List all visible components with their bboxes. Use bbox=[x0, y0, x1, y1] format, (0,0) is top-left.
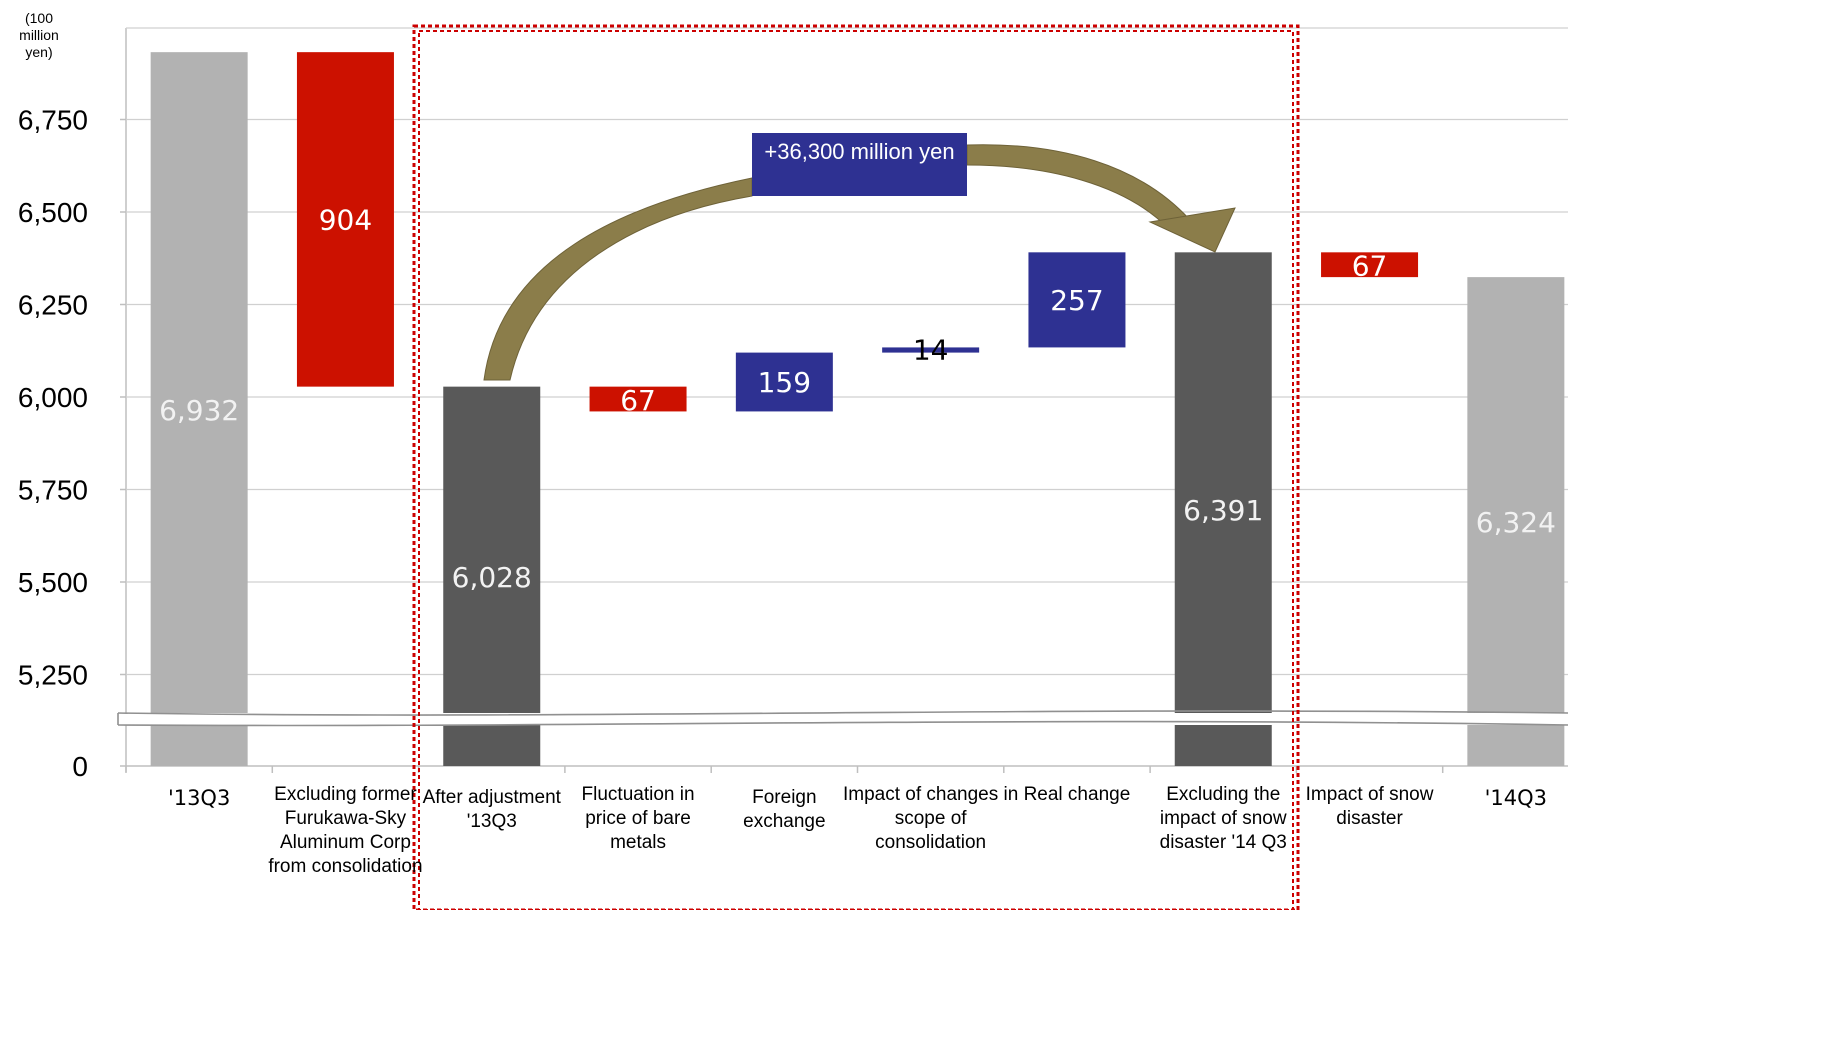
bar-label-9: 67 bbox=[1352, 250, 1388, 283]
arrow-body bbox=[966, 144, 1191, 229]
bar-label-2: 904 bbox=[319, 203, 372, 236]
x-category-label-6: Impact of changes in scope of consolidat… bbox=[842, 784, 1019, 853]
x-category-label-9: Impact of snow disaster bbox=[1305, 784, 1434, 829]
x-category-label-7: Real change bbox=[1023, 784, 1131, 805]
y-axis-ticks: 0 5,250 5,500 5,750 6,000 6,250 6,500 6,750 bbox=[18, 105, 88, 783]
bar-label-6: 14 bbox=[913, 333, 949, 366]
bar-10 bbox=[1467, 277, 1565, 766]
y-tick-label: 5,750 bbox=[18, 475, 88, 506]
callout-change-amount: +36,300 million yen bbox=[752, 133, 967, 196]
bar-label-3: 6,028 bbox=[452, 561, 532, 594]
bar-2 bbox=[296, 52, 394, 387]
bar-label-4: 67 bbox=[620, 384, 656, 417]
curved-arrow bbox=[483, 144, 1236, 381]
y-tick-label: 6,000 bbox=[18, 382, 88, 413]
bar-3 bbox=[443, 386, 541, 766]
bar-4 bbox=[589, 386, 687, 412]
bar-7 bbox=[1028, 252, 1126, 348]
y-tick-label: 0 bbox=[72, 751, 88, 782]
waterfall-chart: 6,932 904 6,028 67 159 14 257 6,391 67 6,324 0 5,2… bbox=[18, 24, 1568, 910]
y-tick-label: 6,500 bbox=[18, 197, 88, 228]
y-axis-unit-label: (100 million yen) bbox=[19, 10, 59, 60]
dashed-box-outer bbox=[412, 24, 1300, 910]
bar-8 bbox=[1174, 252, 1272, 766]
x-category-label-8: Excluding the impact of snow disaster '1… bbox=[1159, 784, 1287, 853]
y-tick-label: 5,250 bbox=[18, 660, 88, 691]
arrow-head bbox=[1148, 207, 1236, 253]
x-category-label-4: Fluctuation in price of bare metals bbox=[581, 784, 695, 853]
bar-label-5: 159 bbox=[758, 366, 811, 399]
bar-6 bbox=[882, 347, 980, 353]
bar-label-7: 257 bbox=[1050, 284, 1103, 317]
x-category-label-3: After adjustment '13Q3 bbox=[422, 787, 561, 832]
y-tick-label: 6,250 bbox=[18, 290, 88, 321]
arrow-tail bbox=[483, 177, 753, 381]
y-tick-label: 6,750 bbox=[18, 105, 88, 136]
bar-1 bbox=[150, 52, 248, 767]
axis-break-line-bottom bbox=[117, 720, 1568, 727]
bars: 6,932 904 6,028 67 159 14 257 6,391 67 6,324 bbox=[150, 52, 1565, 767]
bar-label-8: 6,391 bbox=[1183, 494, 1263, 527]
bar-5 bbox=[735, 352, 833, 412]
bar-9 bbox=[1321, 252, 1419, 278]
x-category-label-1: '13Q3 bbox=[167, 786, 231, 810]
bar-label-1: 6,932 bbox=[159, 394, 239, 427]
x-category-label-10: '14Q3 bbox=[1484, 786, 1548, 810]
dashed-highlight-box bbox=[412, 24, 1300, 910]
axis-break-line-top bbox=[117, 710, 1568, 716]
dashed-box-inner bbox=[418, 30, 1294, 910]
x-category-label-5: Foreign exchange bbox=[743, 787, 826, 832]
y-tick-label: 5,500 bbox=[18, 567, 88, 598]
bar-label-10: 6,324 bbox=[1476, 506, 1556, 539]
x-category-label-2: Excluding former Furukawa-Sky Aluminum C… bbox=[268, 784, 423, 877]
axis-break bbox=[117, 710, 1568, 727]
